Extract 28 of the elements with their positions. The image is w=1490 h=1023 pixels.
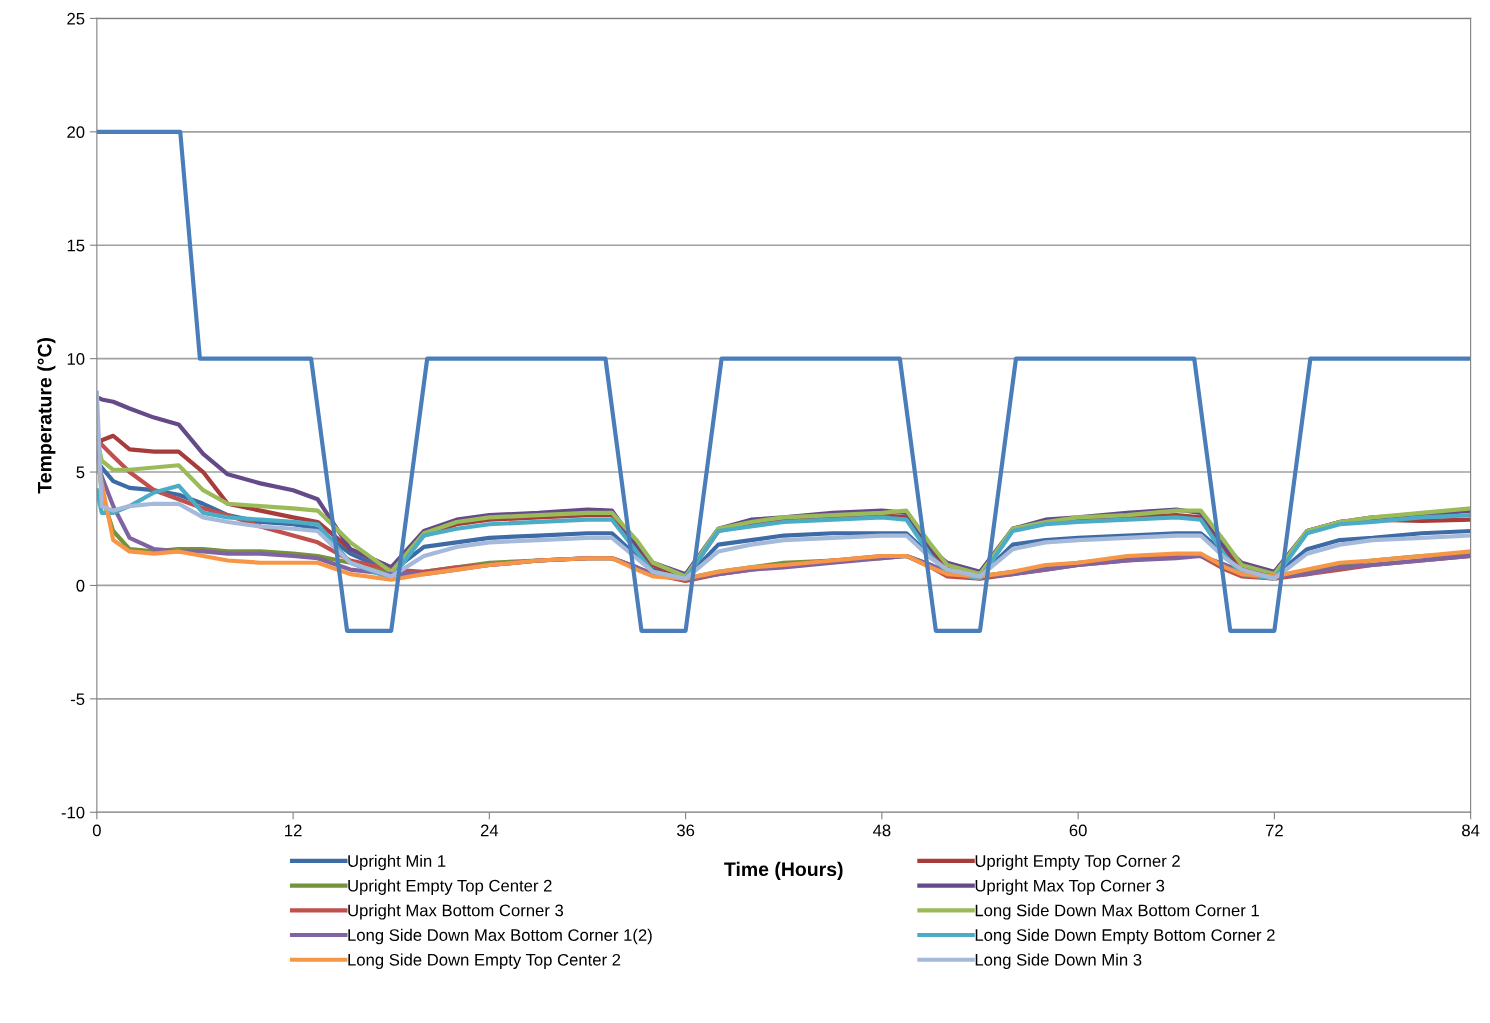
legend-label: Upright Max Top Corner 3 bbox=[975, 879, 1165, 895]
y-tick-label: 20 bbox=[67, 126, 85, 139]
x-tick-label: 36 bbox=[676, 824, 695, 837]
legend-label: Upright Empty Top Center 2 bbox=[348, 879, 552, 895]
x-axis-title: Time (Hours) bbox=[724, 861, 843, 880]
y-tick-label: 15 bbox=[67, 239, 85, 252]
legend-label: Long Side Down Max Bottom Corner 1(2) bbox=[348, 928, 652, 945]
legend-label: Upright Max Bottom Corner 3 bbox=[348, 904, 564, 920]
y-tick-label: -5 bbox=[70, 693, 85, 706]
legend-label: Long Side Down Empty Top Center 2 bbox=[348, 953, 621, 969]
x-tick-label: 48 bbox=[872, 824, 891, 837]
x-tick-label: 24 bbox=[480, 824, 499, 837]
y-tick-label: 10 bbox=[67, 353, 85, 365]
x-tick-label: 60 bbox=[1069, 824, 1087, 837]
legend-label: Upright Empty Top Corner 2 bbox=[975, 854, 1180, 871]
legend-label: Long Side Down Max Bottom Corner 1 bbox=[975, 904, 1259, 920]
x-tick-label: 12 bbox=[285, 824, 302, 837]
legend-label: Long Side Down Min 3 bbox=[975, 953, 1142, 969]
y-tick-label: 25 bbox=[67, 12, 85, 25]
x-tick-label: 84 bbox=[1462, 824, 1480, 837]
y-tick-label: 5 bbox=[76, 466, 85, 479]
legend-label: Upright Min 1 bbox=[348, 854, 446, 871]
x-tick-label: 72 bbox=[1265, 824, 1283, 837]
y-tick-label: 0 bbox=[76, 579, 85, 592]
y-tick-label: -10 bbox=[61, 806, 85, 819]
legend-label: Long Side Down Empty Bottom Corner 2 bbox=[975, 928, 1275, 945]
y-axis-title: Temperature (°C) bbox=[37, 338, 56, 494]
x-tick-label: 0 bbox=[92, 824, 101, 837]
